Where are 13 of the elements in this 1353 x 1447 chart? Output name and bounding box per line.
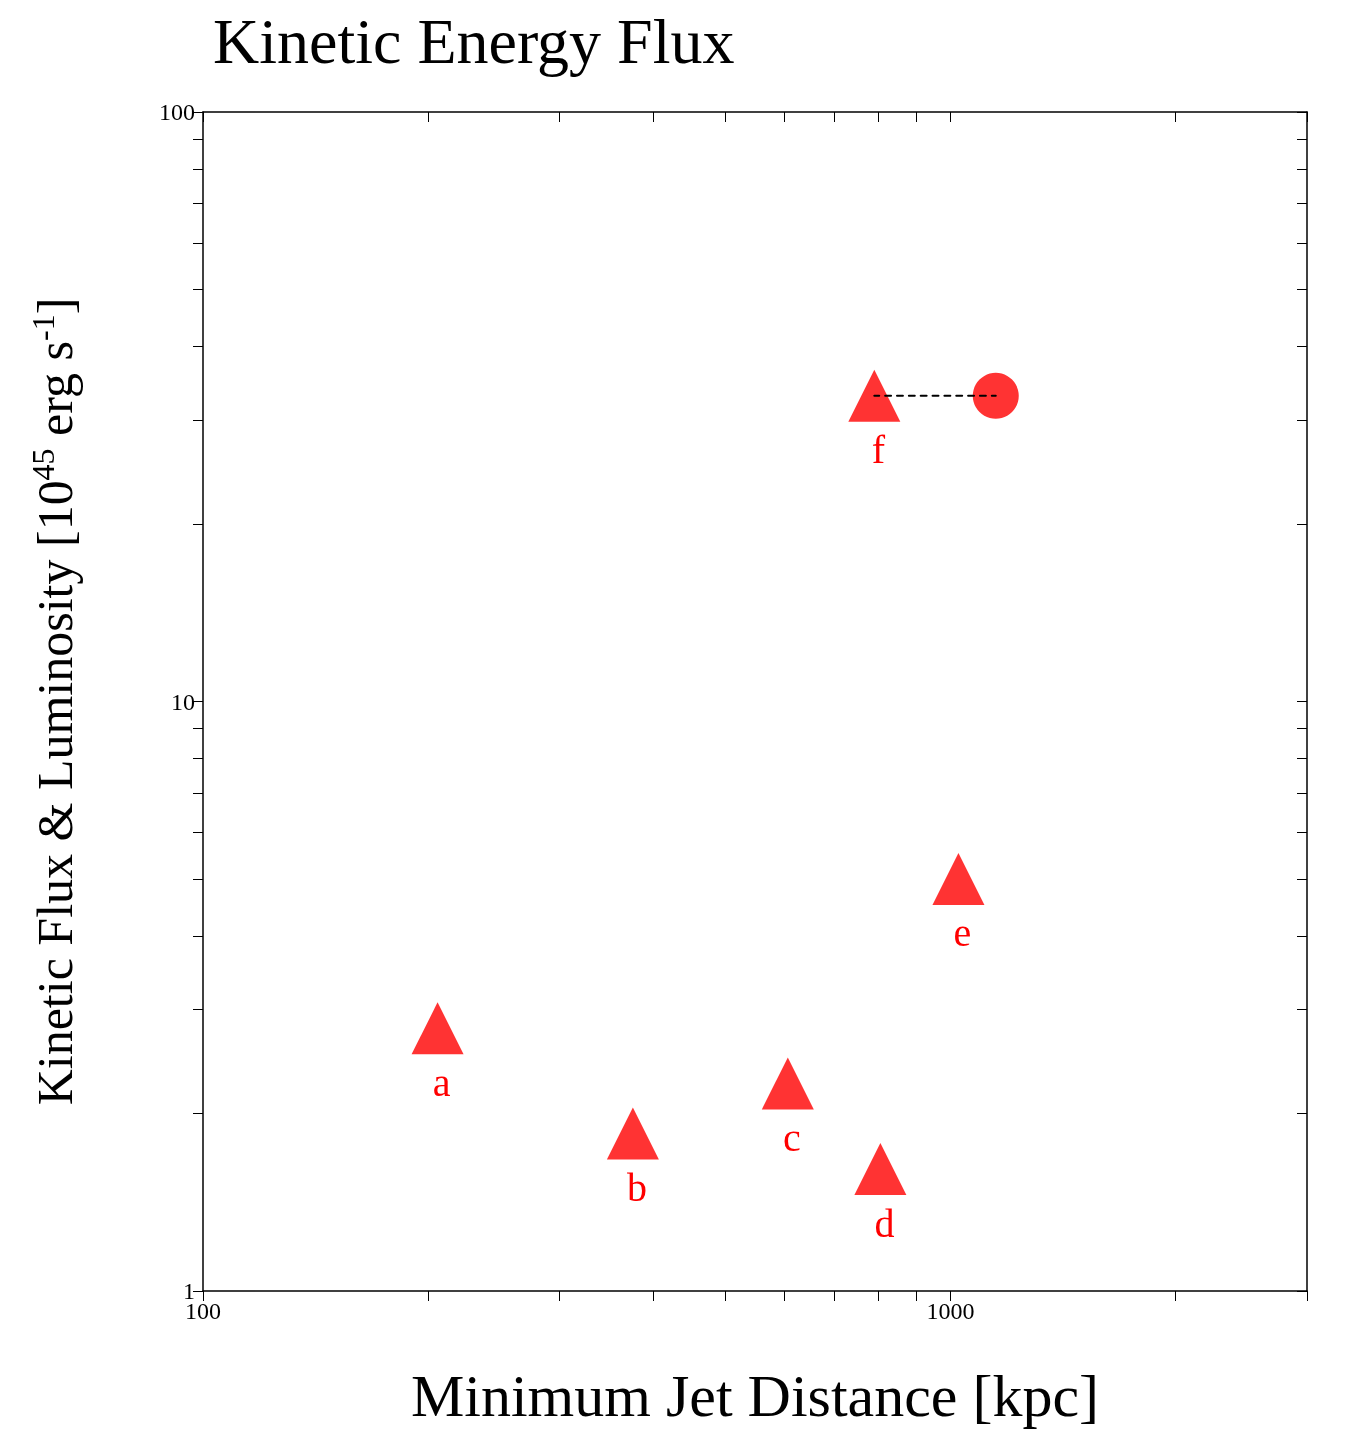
- annotation: d: [874, 1200, 895, 1246]
- y-tick-label: 1: [183, 1278, 195, 1304]
- annotation: f: [871, 427, 886, 473]
- annotation: a: [432, 1059, 451, 1105]
- y-tick-label: 10: [171, 688, 195, 715]
- annotation: b: [626, 1165, 647, 1210]
- x-axis-title: Minimum Jet Distance [kpc]: [410, 1363, 1100, 1429]
- chart-title: Kinetic Energy Flux: [213, 5, 735, 77]
- annotation: e: [953, 910, 972, 956]
- y-axis-title: Kinetic Flux & Luminosity [1045 erg s-1]: [25, 297, 83, 1106]
- x-tick-label: 1000: [926, 1298, 975, 1324]
- annotation: c: [782, 1114, 801, 1160]
- y-tick-label: 100: [159, 99, 195, 125]
